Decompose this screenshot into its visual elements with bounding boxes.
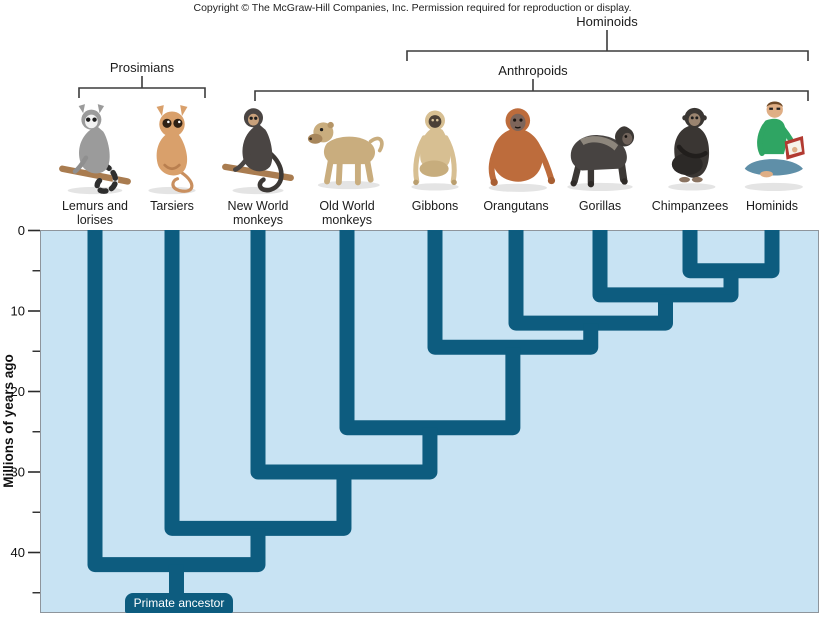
orangutan-illustration — [470, 96, 562, 196]
legs — [324, 156, 374, 186]
knees — [671, 153, 703, 176]
taxon-label-orangutans: Orangutans — [483, 199, 549, 213]
face — [510, 113, 526, 131]
shadow — [567, 182, 633, 191]
copyright-text: Copyright © The McGraw-Hill Companies, I… — [193, 2, 632, 14]
taxon-label-lemurs: Lemurs and lorises — [61, 199, 128, 227]
tree-branch — [592, 230, 739, 303]
hominoids-bracket — [406, 30, 809, 61]
face — [688, 113, 701, 126]
shadow — [744, 182, 803, 191]
shadow — [668, 183, 716, 191]
lemur-body — [79, 126, 110, 174]
dark-face — [428, 115, 442, 128]
chimpanzee-illustration — [644, 96, 736, 196]
anthropoids-label: Anthropoids — [498, 63, 568, 78]
monkey-body — [242, 124, 273, 172]
arm — [676, 144, 708, 159]
taxon-label-nw-monkeys: New World monkeys — [227, 199, 289, 227]
hind-legs — [571, 163, 595, 186]
lemur-illustration — [49, 96, 141, 196]
axis-tick-label: 0 — [18, 223, 25, 238]
hand — [792, 146, 798, 153]
taxon-label-gibbons: Gibbons — [411, 199, 459, 213]
orangutan-body — [492, 127, 543, 182]
arm — [757, 123, 768, 156]
silver-back — [580, 136, 619, 151]
tarsier-illustration — [126, 96, 218, 196]
human-reading-illustration — [726, 96, 818, 196]
hominoids-label: Hominoids — [576, 14, 638, 29]
big-eye — [173, 118, 183, 128]
face — [622, 132, 633, 145]
tree-branch — [682, 230, 780, 279]
shadow — [317, 181, 380, 190]
baboon-illustration — [301, 96, 393, 196]
prehensile-tail — [257, 150, 284, 193]
taxon-label-tarsiers: Tarsiers — [150, 199, 194, 213]
prosimians-label: Prosimians — [109, 60, 175, 75]
axis-title: Millions of years ago — [1, 354, 16, 488]
foot — [760, 171, 773, 178]
hair — [766, 101, 783, 107]
tail — [171, 170, 194, 193]
axis-tick-label: 40 — [11, 545, 25, 560]
head — [766, 101, 783, 118]
shadow — [411, 183, 459, 191]
cladogram-tree — [87, 230, 780, 599]
shadow — [488, 183, 547, 192]
tree-branch — [508, 230, 673, 331]
muzzle — [307, 133, 323, 144]
big-eye — [162, 118, 172, 128]
prosimians-bracket — [78, 76, 206, 98]
gibbon-body — [420, 126, 451, 170]
tail — [368, 136, 384, 153]
baboon-body — [323, 136, 376, 165]
taxon-label-ow-monkeys: Old World monkeys — [319, 199, 375, 227]
gorilla-illustration — [554, 96, 646, 196]
taxon-label-gorillas: Gorillas — [578, 199, 622, 213]
taxon-label-hominids: Hominids — [745, 199, 799, 213]
gibbon-illustration — [389, 96, 481, 196]
taxon-label-chimpanzees: Chimpanzees — [651, 199, 729, 213]
crossed-legs — [744, 159, 803, 176]
striped-tail — [94, 162, 119, 194]
new-world-monkey-illustration — [212, 96, 304, 196]
primate-ancestor-badge: Primate ancestor — [125, 593, 233, 613]
